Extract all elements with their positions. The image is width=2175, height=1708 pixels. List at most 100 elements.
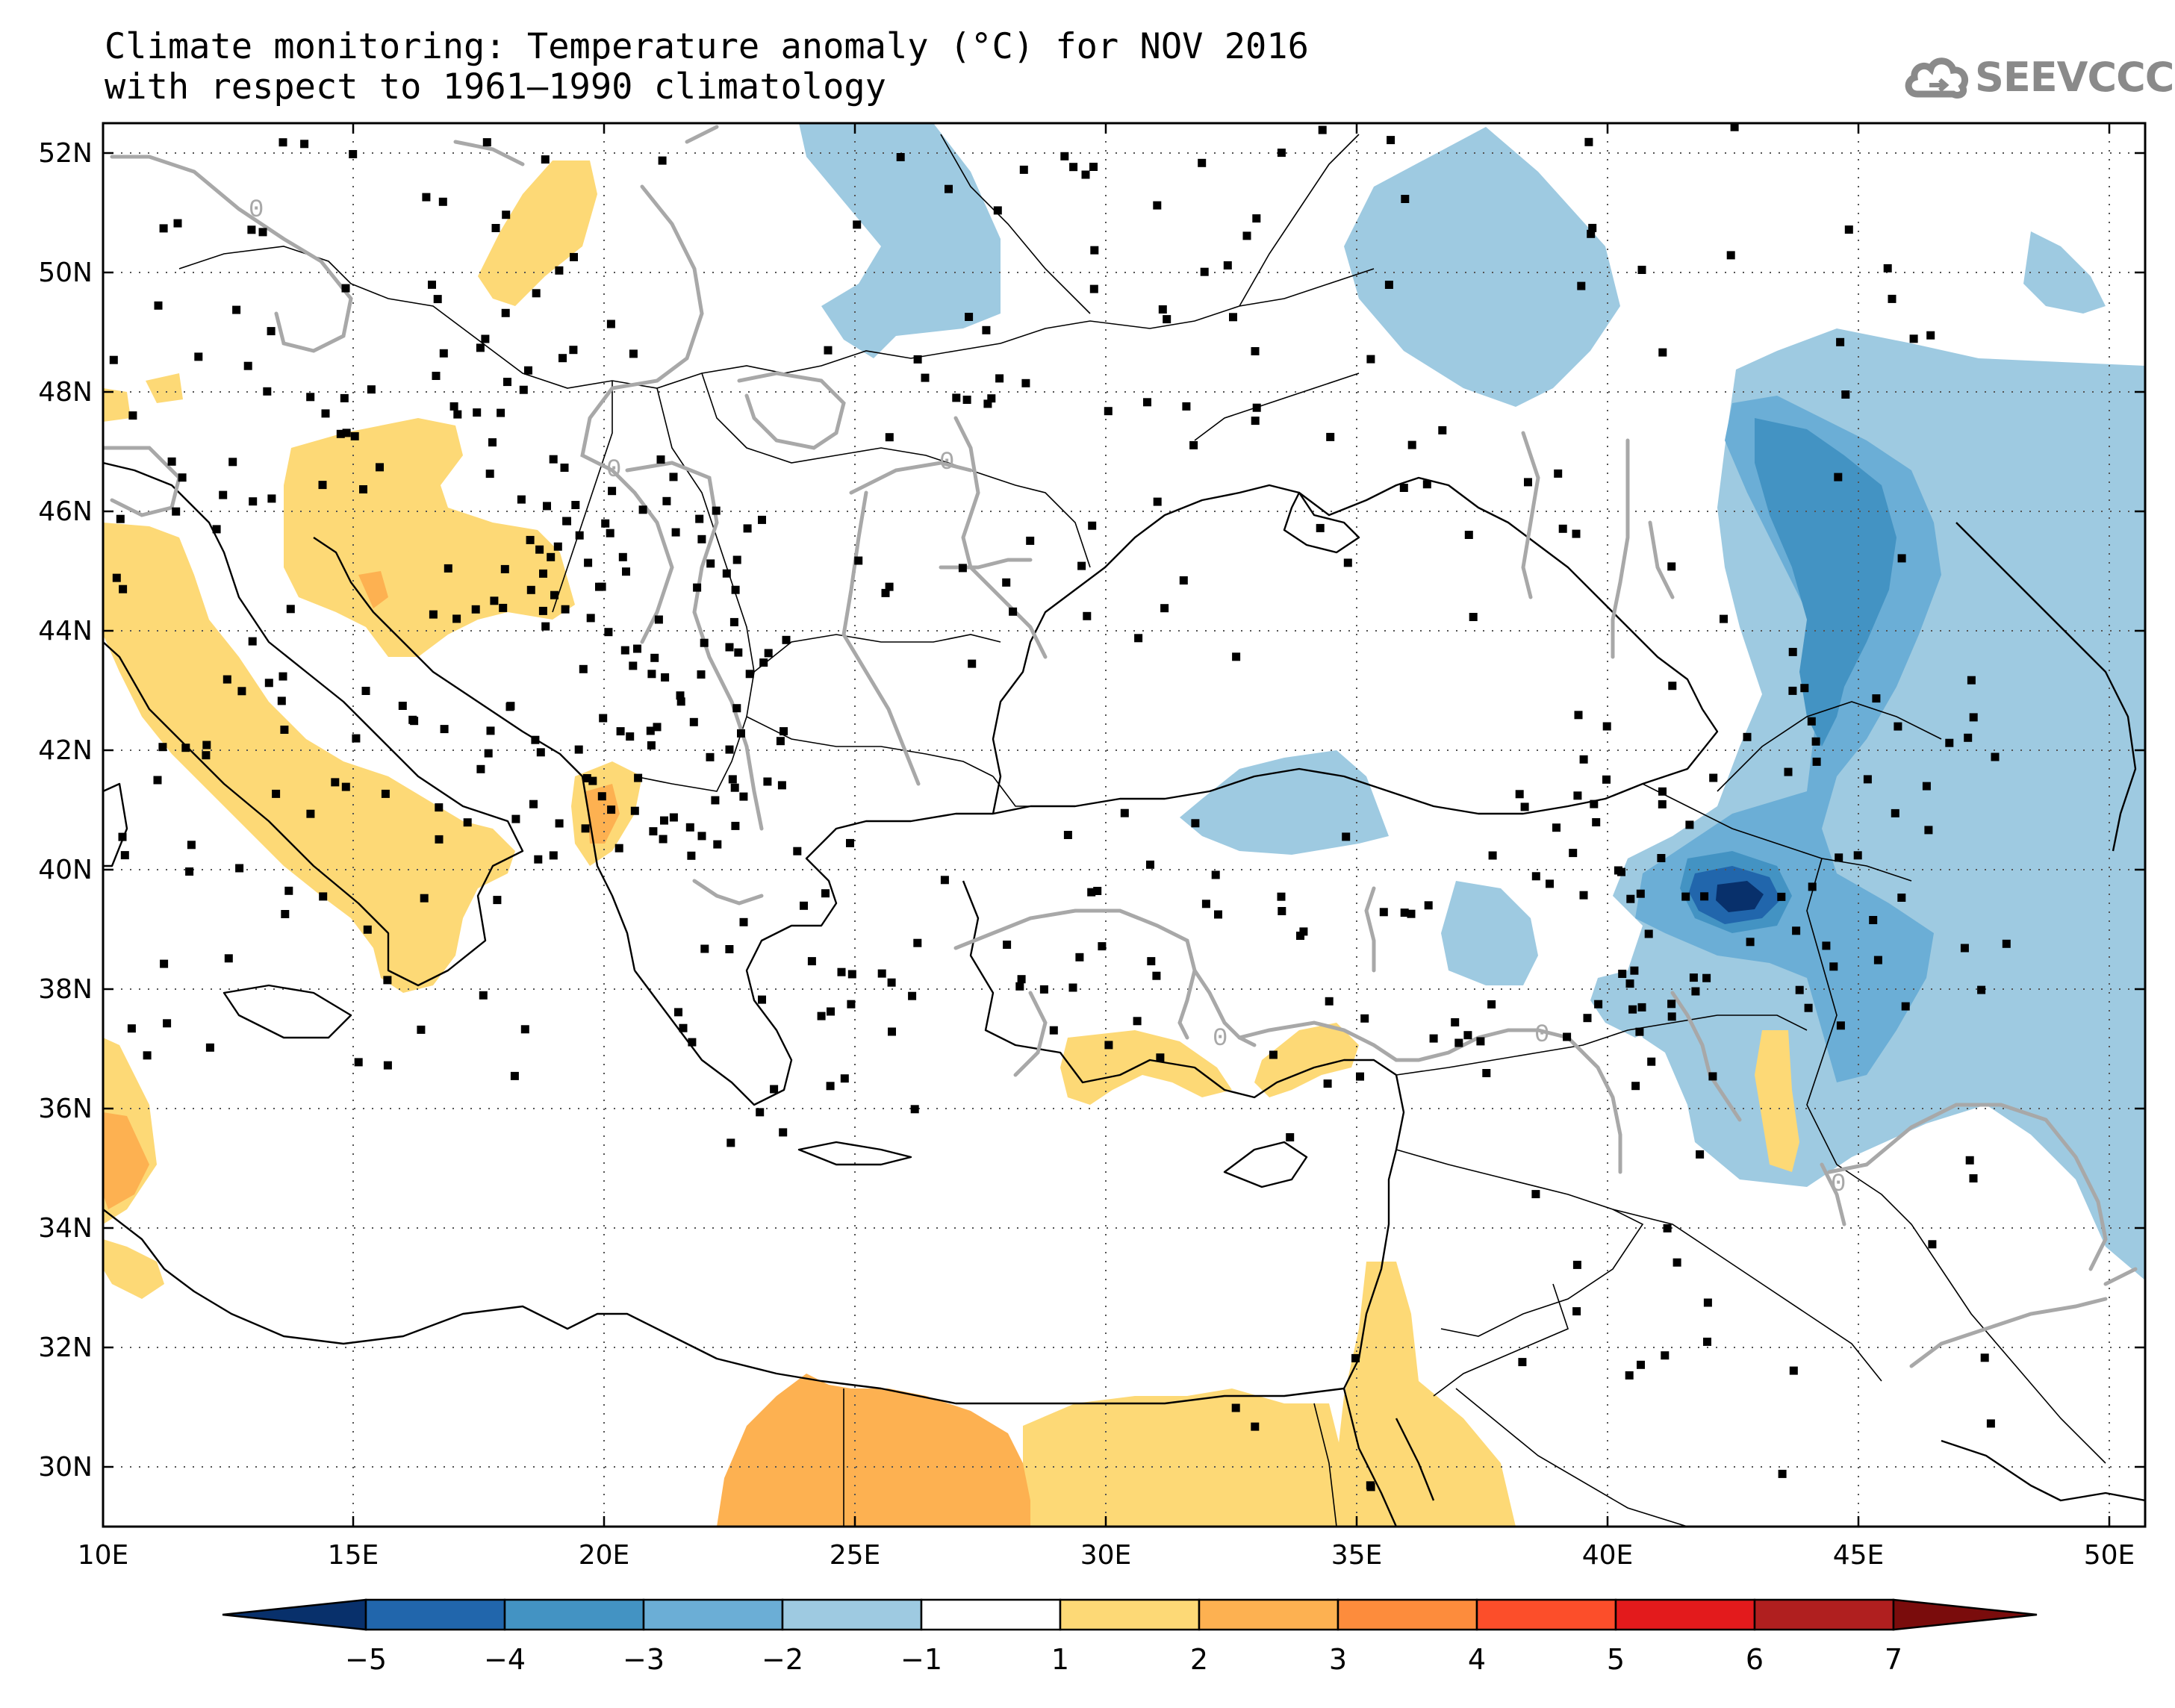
warm-area-poland [478, 160, 597, 306]
station-marker [1700, 892, 1709, 901]
station-marker [1438, 426, 1447, 434]
station-marker [490, 596, 499, 605]
station-marker [1379, 908, 1388, 917]
station-marker [734, 648, 743, 657]
station-marker [725, 945, 734, 953]
station-marker [758, 995, 766, 1004]
station-marker [1068, 983, 1077, 992]
station-marker [550, 590, 558, 599]
station-marker [1104, 407, 1113, 416]
lon-tick-label: 30E [1080, 1540, 1132, 1571]
station-marker [167, 457, 176, 466]
station-marker [1614, 866, 1622, 875]
station-marker [1625, 979, 1634, 988]
map-area: 0 0 0 0 0 0 [103, 123, 2145, 1527]
station-marker [506, 702, 515, 711]
station-marker [770, 1085, 779, 1094]
station-marker [853, 220, 862, 229]
station-marker [995, 374, 1004, 383]
lon-tick-label: 15E [328, 1540, 379, 1571]
station-marker [342, 428, 351, 437]
coastlines [103, 461, 2145, 1527]
station-marker [159, 224, 168, 233]
station-marker [800, 901, 808, 910]
station-marker [181, 744, 190, 752]
station-marker [1546, 879, 1554, 888]
station-marker [700, 944, 709, 953]
station-marker [1894, 722, 1902, 731]
station-marker [1153, 497, 1162, 506]
colorbar-tick-label: −3 [623, 1643, 665, 1676]
station-marker [1602, 722, 1611, 731]
station-marker [1093, 887, 1102, 895]
station-marker [1869, 916, 1878, 924]
station-marker [249, 497, 258, 506]
station-marker [676, 697, 685, 706]
station-marker [488, 438, 497, 447]
station-marker [1969, 713, 1978, 722]
station-marker [235, 864, 244, 873]
station-marker [1387, 136, 1395, 145]
station-marker [1242, 231, 1251, 240]
lat-tick-label: 44N [38, 616, 93, 646]
station-marker [1524, 478, 1532, 487]
station-marker [473, 408, 482, 417]
station-marker [1834, 473, 1843, 481]
contour-label: 0 [939, 449, 954, 477]
station-marker [555, 819, 564, 828]
station-marker [1407, 440, 1416, 449]
station-marker [646, 726, 655, 735]
station-marker [1960, 944, 1969, 953]
station-marker [541, 155, 550, 164]
station-marker [1153, 201, 1162, 210]
station-marker [1009, 607, 1018, 616]
station-marker [1980, 1353, 1989, 1362]
station-marker [669, 813, 678, 822]
station-marker [202, 741, 211, 749]
station-marker [1090, 246, 1099, 255]
warm-area-italy [103, 523, 515, 993]
colorbar-bin [1059, 1598, 1201, 1631]
station-marker [536, 748, 545, 757]
adriatic-east-coast [313, 537, 636, 971]
station-marker [1897, 894, 1906, 902]
station-marker [519, 385, 528, 394]
warm-area-turkey-south-west [1060, 1030, 1232, 1105]
station-marker [331, 778, 340, 787]
station-marker [187, 841, 196, 850]
station-marker [520, 1025, 529, 1034]
station-marker [279, 672, 287, 681]
lon-tick-label: 35E [1331, 1540, 1383, 1571]
station-marker [263, 387, 272, 396]
station-marker [420, 894, 429, 903]
station-marker [1252, 214, 1261, 223]
station-marker [1969, 1174, 1978, 1182]
station-marker [1836, 1021, 1845, 1030]
station-marker [1584, 137, 1593, 146]
station-marker [779, 1128, 788, 1137]
station-marker [688, 1038, 697, 1047]
station-marker [1223, 261, 1232, 269]
station-marker [1841, 390, 1850, 399]
station-marker [1158, 305, 1167, 314]
colorbar-bin [1475, 1598, 1617, 1631]
station-marker [574, 745, 583, 754]
station-marker [731, 821, 740, 830]
station-marker [569, 346, 578, 355]
station-marker [319, 892, 328, 901]
station-marker [1573, 791, 1582, 800]
station-marker [340, 393, 349, 402]
station-marker [633, 644, 641, 653]
station-marker [1251, 347, 1260, 355]
station-marker [363, 925, 372, 934]
station-marker [1945, 738, 1954, 747]
lon-tick-label: 25E [830, 1540, 881, 1571]
station-marker [500, 564, 509, 573]
station-marker [223, 675, 231, 684]
contour-label: 0 [606, 456, 621, 484]
station-marker [601, 519, 610, 528]
station-marker [630, 806, 639, 815]
station-marker [1788, 686, 1797, 695]
station-marker [739, 917, 748, 926]
